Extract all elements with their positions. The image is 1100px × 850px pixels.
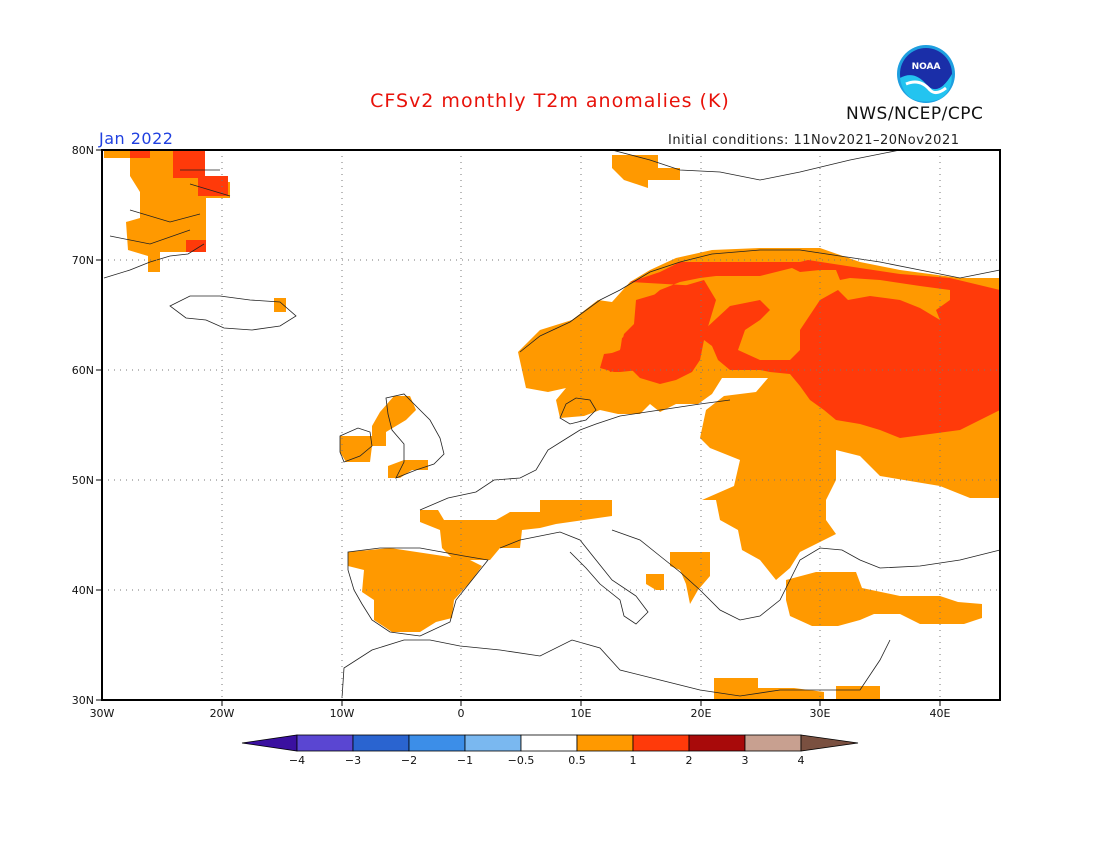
cb-label-3: 3 <box>742 754 749 767</box>
forecast-month: Jan 2022 <box>99 129 174 148</box>
colorbar-swatch-8 <box>688 734 746 752</box>
colorbar-swatch-4 <box>464 734 522 752</box>
north-east-europe-anomaly-red <box>600 260 1000 438</box>
scandinavia-red-core <box>604 280 716 384</box>
lat-label-40n: 40N <box>72 584 94 597</box>
cb-label-m2: −2 <box>401 754 417 767</box>
lon-label-10w: 10W <box>330 707 355 720</box>
colorbar-labels: −4 −3 −2 −1 −0.5 0.5 1 2 3 4 <box>289 754 805 767</box>
lon-label-20e: 20E <box>691 707 712 720</box>
lat-label-50n: 50N <box>72 474 94 487</box>
lon-label-30w: 30W <box>90 707 115 720</box>
greenland-anomaly-orange <box>104 150 230 272</box>
colorbar-arrow-right <box>800 734 859 752</box>
lat-label-70n: 70N <box>72 254 94 267</box>
lon-tick-marks <box>221 700 941 706</box>
cb-label-4: 4 <box>798 754 805 767</box>
lon-label-40e: 40E <box>930 707 951 720</box>
france-alps-anomaly <box>420 500 612 562</box>
colorbar-swatch-9 <box>744 734 802 752</box>
noaa-logo-text: NOAA <box>912 62 941 72</box>
svalbard-anomaly <box>612 155 680 188</box>
colorbar-swatch-2 <box>352 734 410 752</box>
italy-balkans-anomaly <box>670 552 710 604</box>
lon-label-30e: 30E <box>810 707 831 720</box>
greenland-anomaly-red <box>173 150 228 196</box>
british-isles-anomaly <box>340 396 416 462</box>
agency-label: NWS/NCEP/CPC <box>846 104 984 124</box>
latitude-labels: 30N 40N 50N 60N 70N 80N <box>72 144 94 707</box>
cb-label-m05: −0.5 <box>508 754 535 767</box>
southern-britain-anomaly <box>388 460 428 478</box>
greenland-anomaly-red-2 <box>130 150 206 252</box>
anomaly-shading <box>104 150 1000 700</box>
lon-label-20w: 20W <box>210 707 235 720</box>
colorbar-arrow-left <box>241 734 298 752</box>
initial-conditions: Initial conditions: 11Nov2021–20Nov2021 <box>668 133 960 148</box>
map-frame <box>101 149 1001 701</box>
turkey-anomaly <box>786 572 982 626</box>
longitude-labels: 30W 20W 10W 0 10E 20E 30E 40E <box>90 707 951 720</box>
lat-label-60n: 60N <box>72 364 94 377</box>
lon-label-0: 0 <box>458 707 465 720</box>
cb-label-2: 2 <box>686 754 693 767</box>
lon-label-10e: 10E <box>571 707 592 720</box>
colorbar-swatch-3 <box>408 734 466 752</box>
cb-label-m3: −3 <box>345 754 361 767</box>
iceland-anomaly <box>274 298 286 312</box>
lat-label-30n: 30N <box>72 694 94 707</box>
noaa-logo: NOAA <box>897 45 955 103</box>
cb-label-m1: −1 <box>457 754 473 767</box>
levant-anomaly <box>836 686 880 700</box>
middle-east-anomaly <box>714 678 824 700</box>
cb-label-1: 1 <box>630 754 637 767</box>
colorbar <box>241 734 859 752</box>
cb-label-m4: −4 <box>289 754 305 767</box>
colorbar-swatch-1 <box>296 734 354 752</box>
map-title: CFSv2 monthly T2m anomalies (K) <box>370 90 730 112</box>
italy-heel-anomaly <box>646 574 664 590</box>
colorbar-swatch-6 <box>576 734 634 752</box>
colorbar-swatch-5 <box>520 734 578 752</box>
cb-label-05: 0.5 <box>568 754 586 767</box>
lat-tick-marks <box>96 149 102 701</box>
lat-label-80n: 80N <box>72 144 94 157</box>
colorbar-swatch-7 <box>632 734 690 752</box>
